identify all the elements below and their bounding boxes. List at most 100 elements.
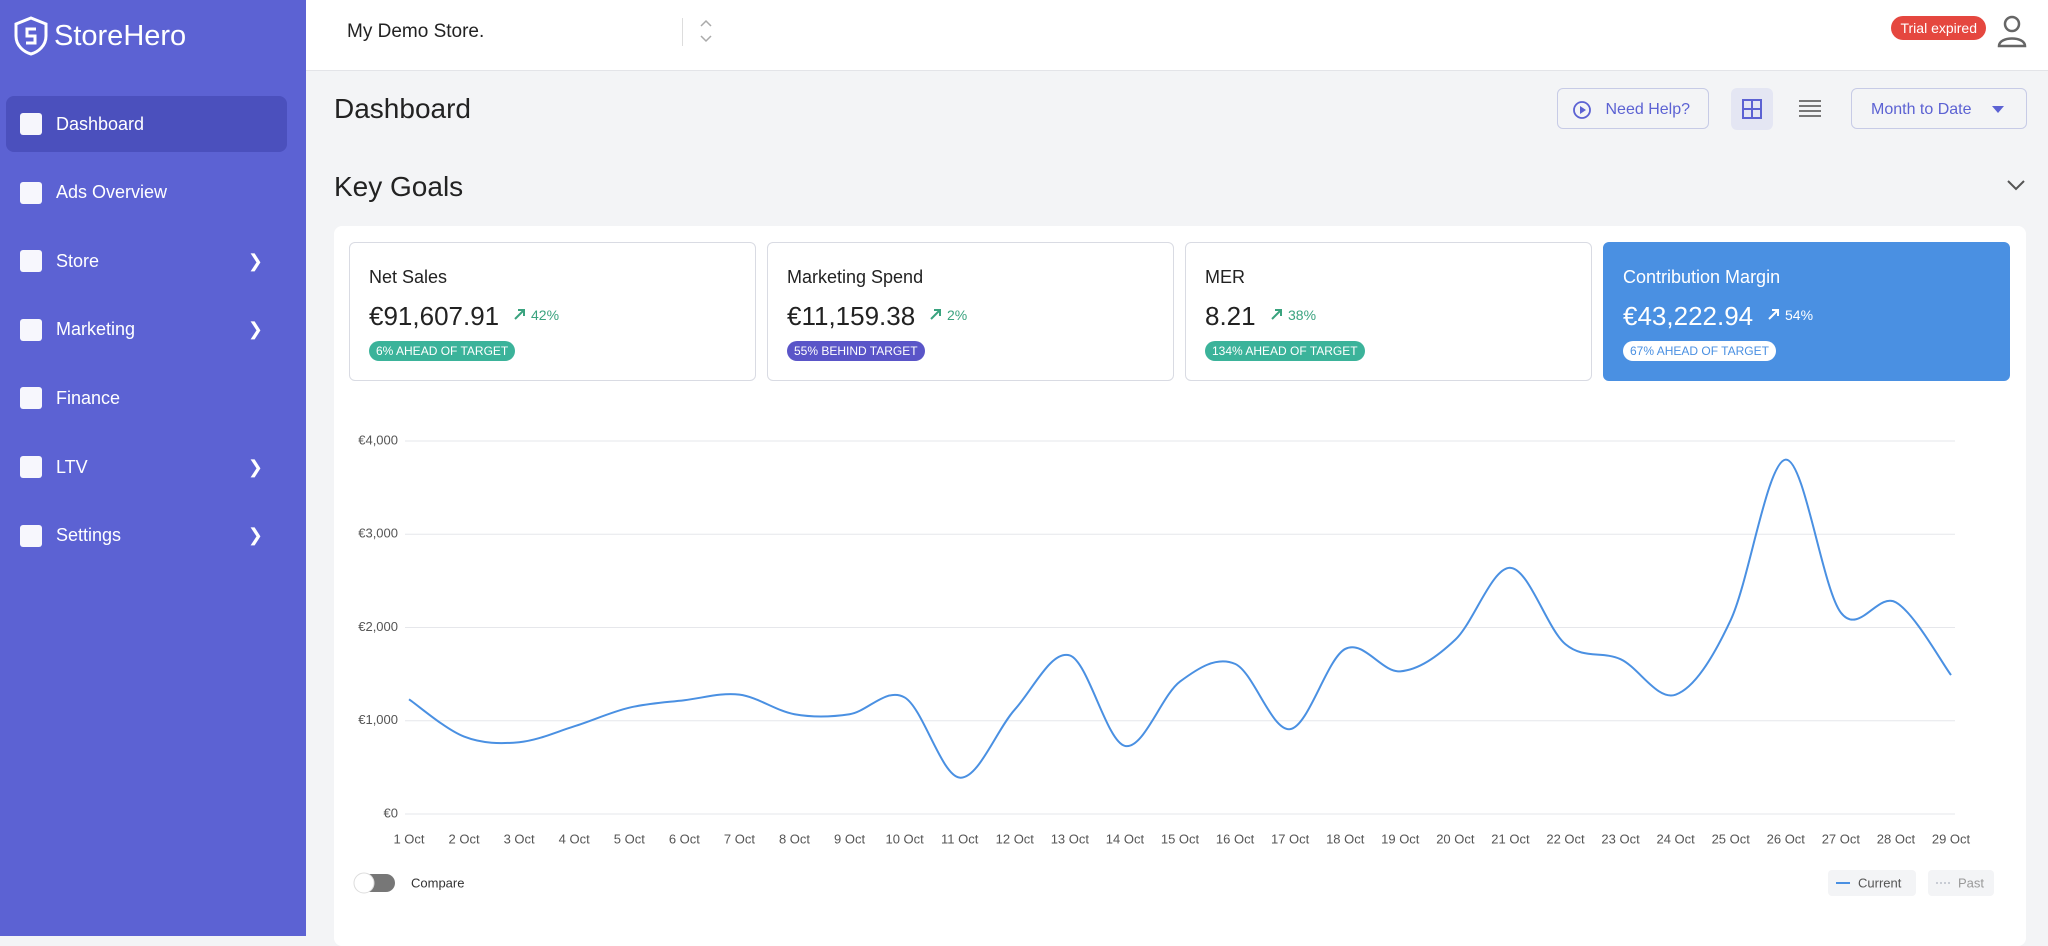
x-tick-label: 17 Oct [1271, 831, 1310, 846]
nav-label: Ads Overview [56, 182, 168, 203]
top-bar: My Demo Store. Trial expired [306, 0, 2048, 71]
x-tick-label: 12 Oct [996, 831, 1035, 846]
nav-label: LTV [56, 456, 88, 477]
x-tick-label: 2 Oct [449, 831, 480, 846]
target-badge: 55% BEHIND TARGET [787, 341, 925, 361]
x-tick-label: 29 Oct [1932, 831, 1971, 846]
nav-label: Store [56, 250, 100, 271]
legend-label: Current [1858, 875, 1902, 890]
card-change: 38% [1271, 307, 1316, 323]
x-tick-label: 14 Oct [1106, 831, 1145, 846]
x-tick-label: 21 Oct [1491, 831, 1530, 846]
x-tick-label: 24 Oct [1656, 831, 1695, 846]
x-tick-label: 28 Oct [1877, 831, 1916, 846]
x-tick-label: 10 Oct [885, 831, 924, 846]
x-tick-label: 5 Oct [614, 831, 645, 846]
user-icon[interactable] [1996, 14, 2028, 48]
nav-icon [20, 456, 42, 478]
nav-label: Dashboard [56, 113, 145, 134]
x-tick-label: 19 Oct [1381, 831, 1420, 846]
target-badge: 134% AHEAD OF TARGET [1205, 341, 1365, 361]
nav-chevron: ❯ [247, 250, 263, 271]
nav-item[interactable]: Dashboard [6, 96, 287, 152]
x-tick-label: 13 Oct [1051, 831, 1090, 846]
date-range-dropdown[interactable]: Month to Date [1851, 88, 2027, 129]
toggle-knob [353, 872, 375, 894]
target-badge: 6% AHEAD OF TARGET [369, 341, 516, 361]
x-tick-label: 1 Oct [393, 831, 424, 846]
x-tick-label: 7 Oct [724, 831, 755, 846]
nav-icon [20, 181, 42, 204]
card-change: 2% [930, 307, 967, 323]
x-tick-label: 26 Oct [1767, 831, 1806, 846]
nav-item[interactable]: Marketing ❯ [6, 302, 287, 358]
list-view-button[interactable] [1797, 98, 1823, 120]
card-value: €43,222.94 [1623, 301, 1754, 331]
logo-icon [14, 16, 48, 56]
nav-item[interactable]: Ads Overview [6, 165, 287, 221]
x-tick-label: 4 Oct [559, 831, 590, 846]
legend-item[interactable] [1928, 870, 1994, 896]
page-title: Dashboard [334, 93, 471, 124]
y-tick-label: €3,000 [358, 526, 398, 541]
nav-label: Finance [56, 387, 121, 408]
x-tick-label: 3 Oct [504, 831, 535, 846]
goal-card[interactable]: Net Sales €91,607.91 42% 6% AHEAD OF TARGET [349, 242, 756, 381]
x-tick-label: 11 Oct [941, 831, 979, 846]
y-tick-label: €1,000 [358, 712, 398, 727]
nav-item[interactable]: Finance [6, 370, 287, 426]
nav-icon [20, 318, 42, 341]
nav-item[interactable]: Store ❯ [6, 233, 287, 289]
goal-card[interactable]: Marketing Spend €11,159.38 2% 55% BEHIND TA… [767, 242, 1174, 381]
nav-item[interactable]: Settings ❯ [6, 508, 287, 564]
x-tick-label: 8 Oct [779, 831, 810, 846]
brand: StoreHero [54, 20, 187, 52]
nav-label: Settings [56, 525, 122, 546]
x-tick-label: 22 Oct [1546, 831, 1585, 846]
chart: €0 €1,000 €2,000 €3,000 €4,000 1 Oct 2 Oct 3 Oc… [353, 432, 1994, 896]
x-tick-label: 16 Oct [1216, 831, 1255, 846]
x-tick-label: 18 Oct [1326, 831, 1365, 846]
nav-icon [20, 113, 42, 135]
nav-label: Marketing [56, 319, 136, 340]
card-title: Contribution Margin [1623, 267, 1781, 287]
y-tick-label: €0 [384, 805, 398, 820]
sidebar: StoreHero Dashboard Ads Overview Store ❯ Mar… [0, 0, 306, 936]
card-title: Marketing Spend [787, 267, 924, 287]
nav-chevron: ❯ [247, 525, 263, 546]
store-selector[interactable]: My Demo Store. [347, 21, 485, 42]
legend-item[interactable] [1828, 870, 1916, 896]
help-label: Need Help? [1605, 101, 1691, 118]
goal-card[interactable]: MER 8.21 38% 134% AHEAD OF TARGET [1185, 242, 1592, 381]
nav-item[interactable]: LTV ❯ [6, 439, 287, 495]
x-tick-label: 20 Oct [1436, 831, 1475, 846]
collapse-toggle[interactable] [2006, 178, 2026, 192]
x-tick-label: 15 Oct [1161, 831, 1200, 846]
card-value: €91,607.91 [369, 301, 500, 331]
nav-chevron: ❯ [247, 456, 263, 477]
card-change: 42% [514, 307, 559, 323]
card-change: 54% [1768, 307, 1813, 323]
x-tick-label: 23 Oct [1601, 831, 1640, 846]
select-arrows[interactable] [698, 16, 714, 46]
x-tick-label: 27 Oct [1822, 831, 1861, 846]
compare-label: Compare [411, 875, 464, 890]
x-tick-label: 6 Oct [669, 831, 700, 846]
series-line [408, 458, 1952, 779]
x-tick-label: 9 Oct [834, 831, 865, 846]
legend-label: Past [1958, 875, 1984, 890]
goal-card[interactable]: Contribution Margin €43,222.94 54% 67% AHEA… [1603, 242, 2010, 381]
help-button[interactable]: Need Help? [1557, 88, 1709, 129]
card-title: MER [1205, 267, 1245, 287]
card-title: Net Sales [369, 267, 448, 287]
nav-icon [20, 250, 42, 273]
range-label: Month to Date [1871, 101, 1972, 118]
target-badge: 67% AHEAD OF TARGET [1623, 341, 1776, 361]
card-value: €11,159.38 [787, 301, 916, 331]
nav-chevron: ❯ [247, 319, 263, 340]
y-tick-label: €2,000 [358, 619, 398, 634]
grid-view-button[interactable] [1731, 88, 1773, 130]
section-title: Key Goals [334, 171, 464, 202]
trial-badge: Trial expired [1891, 16, 1986, 40]
